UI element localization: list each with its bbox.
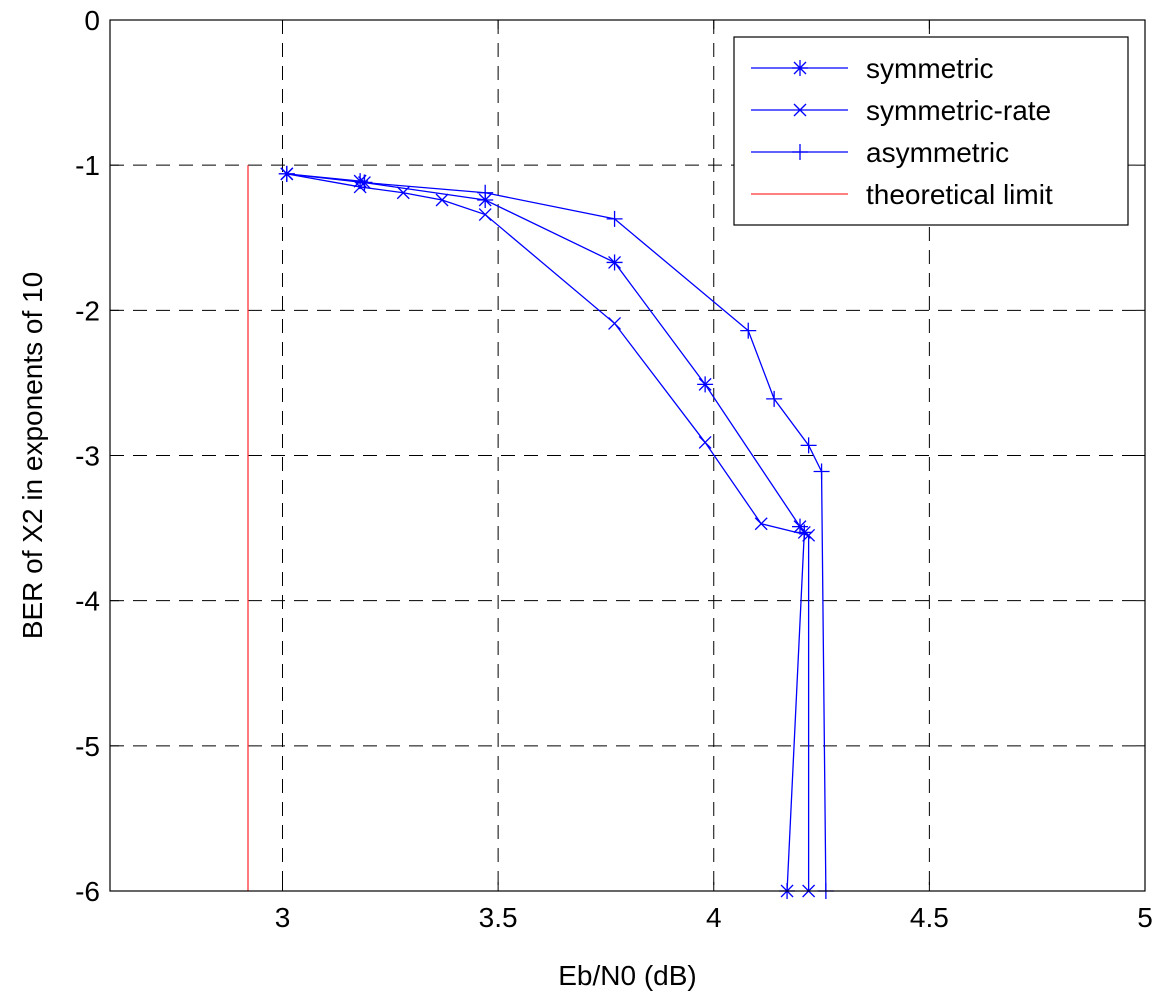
data-point-symmetric-rate — [802, 528, 816, 542]
data-point-symmetric — [697, 376, 714, 393]
data-point-asymmetric — [800, 437, 817, 454]
series-layer — [247, 165, 834, 899]
legend-label-asymmetric: asymmetric — [866, 137, 1009, 168]
x-tick-label: 5 — [1137, 902, 1153, 933]
data-point-asymmetric — [356, 174, 373, 191]
data-point-asymmetric — [813, 463, 830, 480]
x-tick-label: 4 — [706, 902, 722, 933]
data-point-asymmetric — [477, 184, 494, 201]
data-point-asymmetric — [766, 390, 783, 407]
marker-stroke — [396, 186, 410, 200]
marker-stroke — [754, 517, 768, 531]
data-point-symmetric-rate — [478, 208, 492, 221]
y-tick-label: -1 — [75, 150, 100, 181]
axes: 3 3.5 4 4.5 5 0 -1 -2 -3 -4 -5 -6 — [75, 5, 1153, 933]
data-point-symmetric-rate — [608, 316, 622, 330]
marker-stroke — [698, 435, 712, 449]
y-tick-label: -5 — [75, 731, 100, 762]
marker-stroke — [608, 316, 622, 330]
legend: symmetric symmetric-rate asymmetric theoret… — [733, 36, 1129, 226]
marker-stroke — [793, 103, 807, 117]
legend-marker-symmetric-rate — [793, 103, 807, 117]
y-tick-label: -2 — [75, 295, 100, 326]
legend-marker-asymmetric — [792, 144, 808, 160]
data-point-asymmetric — [278, 165, 295, 182]
x-axis-title: Eb/N0 (dB) — [558, 960, 697, 991]
marker-stroke — [793, 61, 807, 75]
x-tick-label: 3 — [275, 902, 291, 933]
legend-label-symmetric-rate: symmetric-rate — [866, 95, 1051, 126]
x-tick-label: 3.5 — [479, 902, 518, 933]
data-point-symmetric-rate — [396, 186, 410, 200]
marker-stroke — [608, 255, 622, 269]
x-tick-label: 4.5 — [910, 902, 949, 933]
marker-stroke — [698, 377, 712, 391]
marker-stroke — [435, 193, 449, 207]
data-point-symmetric-rate — [435, 193, 449, 207]
y-axis-title: BER of X2 in exponents of 10 — [17, 272, 48, 639]
data-point-asymmetric — [740, 322, 757, 339]
y-tick-label: 0 — [84, 5, 100, 36]
legend-label-theoretical-limit: theoretical limit — [866, 179, 1053, 210]
legend-label-symmetric: symmetric — [866, 53, 994, 84]
marker-stroke — [797, 525, 811, 539]
y-tick-label: -4 — [75, 586, 100, 617]
marker-stroke — [478, 208, 492, 221]
series-line-symmetric-rate — [286, 173, 810, 891]
y-tick-label: -3 — [75, 441, 100, 472]
data-point-asymmetric — [606, 210, 623, 227]
data-point-symmetric-rate — [698, 435, 712, 449]
marker-stroke — [793, 520, 807, 534]
marker-stroke — [802, 528, 816, 542]
legend-marker-symmetric — [792, 60, 808, 76]
data-point-symmetric-rate — [754, 517, 768, 531]
y-tick-label: -6 — [75, 876, 100, 907]
data-point-symmetric — [606, 254, 623, 271]
